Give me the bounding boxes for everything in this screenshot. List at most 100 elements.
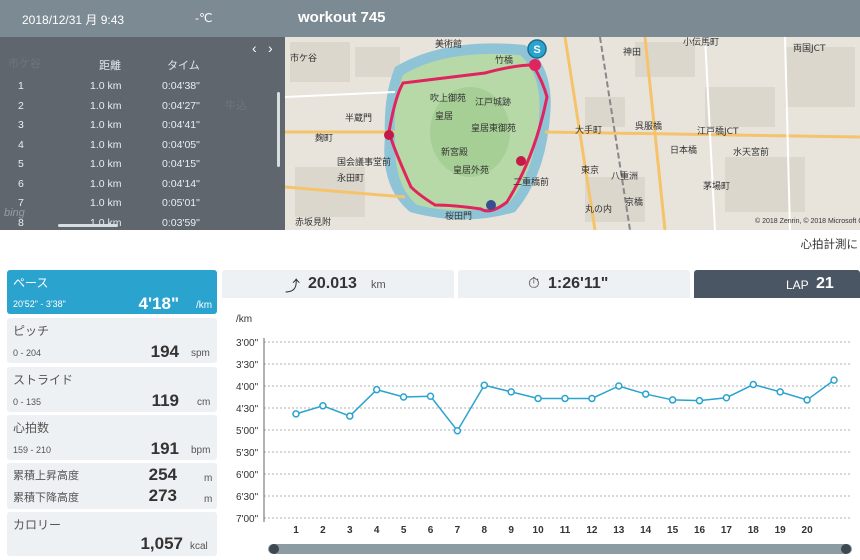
map-label: 麹町 <box>315 132 333 144</box>
pace-point <box>588 394 596 403</box>
map-label: 神田 <box>623 46 641 58</box>
map-label: 茅場町 <box>703 180 730 192</box>
y-tick-label: 3'30" <box>236 360 259 371</box>
lap-distance: 1.0 km <box>90 138 122 151</box>
lap-row[interactable]: 7 1.0 km 0:05'01" <box>0 197 285 216</box>
heart-rate-unit: bpm <box>191 445 211 456</box>
pitch-range: 0 - 204 <box>13 348 42 358</box>
lap-row[interactable]: 6 1.0 km 0:04'14" <box>0 178 285 197</box>
map-label: 呉服橋 <box>635 120 662 132</box>
chevron-right-icon[interactable]: › <box>268 40 273 56</box>
pace-point <box>319 402 327 410</box>
pace-point <box>453 426 462 435</box>
pace-point <box>695 396 704 405</box>
x-tick-label: 18 <box>748 525 760 536</box>
slider-handle-start[interactable] <box>269 544 279 554</box>
tab-lap[interactable]: LAP 21 <box>694 270 860 298</box>
x-tick-label: 3 <box>347 525 353 536</box>
map-label: 二重橋前 <box>513 176 549 188</box>
metric-stride[interactable]: ストライド 0 - 135 119 cm <box>7 367 217 412</box>
lap-row[interactable]: 3 1.0 km 0:04'41" <box>0 119 285 138</box>
pace-point <box>426 392 435 401</box>
map-label: 日本橋 <box>670 144 697 156</box>
metric-pitch[interactable]: ピッチ 0 - 204 194 spm <box>7 318 217 363</box>
x-tick-label: 19 <box>775 525 787 536</box>
heart-rate-range: 159 - 210 <box>13 445 52 455</box>
metric-calories: カロリー 1,057 kcal <box>7 512 217 556</box>
lap-row[interactable]: 2 1.0 km 0:04'27" <box>0 100 285 119</box>
pace-point <box>722 393 731 402</box>
pace-value: 4'18" <box>138 294 179 313</box>
lap-number: 1 <box>18 80 24 92</box>
lap-distance: 1.0 km <box>90 99 122 112</box>
x-tick-label: 4 <box>374 525 380 536</box>
elev-up-unit: m <box>204 473 213 484</box>
lap-time: 0:05'01" <box>162 197 200 209</box>
pace-chart-svg: /km 3'00" 3'30" 4'00" 4'30" 5'00" 5'30" 6'00" 6'… <box>236 314 852 554</box>
lap-number: 2 <box>18 99 24 112</box>
map-label: 皇居東御苑 <box>471 122 516 134</box>
start-marker[interactable]: S <box>527 39 547 59</box>
tab-duration[interactable]: ⏱ 1:26'11" <box>458 270 690 298</box>
pace-point <box>776 388 784 396</box>
x-tick-label: 16 <box>694 525 706 536</box>
lap-time: 0:04'41" <box>162 119 200 131</box>
map-label: 水天宮前 <box>733 146 769 158</box>
heart-rate-note: 心拍計測に <box>800 239 859 251</box>
pace-point <box>507 388 515 396</box>
elev-up-value: 254 <box>148 465 177 484</box>
start-marker-label: S <box>533 44 540 56</box>
map-provider-logo: bing <box>4 207 25 219</box>
pace-point <box>372 385 381 394</box>
pace-point <box>399 393 408 401</box>
lap-distance: 1.0 km <box>90 177 122 190</box>
calories-label: カロリー <box>13 518 62 532</box>
slider-handle-end[interactable] <box>841 544 851 554</box>
map-label: 国会議事堂前 <box>337 156 391 168</box>
metric-pace[interactable]: ペース 20'52" - 3'38" 4'18" /km <box>7 270 217 314</box>
lap-row[interactable]: 1 1.0 km 0:04'38" <box>0 80 285 99</box>
stride-value: 119 <box>151 391 179 410</box>
map-label: 皇居 <box>435 110 453 122</box>
map-label: 美術館 <box>435 38 462 50</box>
total-duration-value: 1:26'11" <box>548 275 609 292</box>
stopwatch-icon: ⏱ <box>528 275 540 292</box>
pace-label: ペース <box>13 276 49 290</box>
chevron-left-icon[interactable]: ‹ <box>252 40 257 56</box>
pitch-unit: spm <box>191 348 210 359</box>
pace-point <box>534 394 542 403</box>
x-tick-label: 17 <box>721 525 733 536</box>
elev-down-value: 273 <box>148 486 177 505</box>
lap-time: 0:04'38" <box>162 80 200 92</box>
pace-chart[interactable]: /km 3'00" 3'30" 4'00" 4'30" 5'00" 5'30" 6'00" 6'… <box>222 298 860 560</box>
lap-row[interactable]: 8 1.0 km 0:03'59" <box>0 217 285 231</box>
lap-row[interactable]: 5 1.0 km 0:04'15" <box>0 158 285 177</box>
x-tick-label: 13 <box>613 525 625 536</box>
col-distance-header: 距離 <box>99 60 121 72</box>
lap-row[interactable]: 4 1.0 km 0:04'05" <box>0 139 285 158</box>
pitch-value: 194 <box>150 342 179 361</box>
pace-point <box>561 394 569 403</box>
map-label: 丸の内 <box>585 203 612 215</box>
lap-table-horizontal-scrollbar[interactable] <box>58 224 118 227</box>
lap-table-panel[interactable]: 市ケ谷 牛込 ‹ › 距離 タイム 1 1.0 km 0:04'38" 2 1.0 km… <box>0 37 285 230</box>
metric-heart-rate[interactable]: 心拍数 159 - 210 191 bpm <box>7 415 217 460</box>
route-map[interactable]: S 市ケ谷 美術館 竹橋 神田 小伝馬町 両国JCT 半蔵門 吹上御苑 皇居 江戸城跡 皇居東御苑 大… <box>285 37 860 230</box>
x-tick-label: 2 <box>320 525 326 536</box>
map-label: 吹上御苑 <box>430 92 466 104</box>
lap-time: 0:04'27" <box>162 99 200 112</box>
y-tick-label: 4'00" <box>236 382 259 393</box>
metric-elevation: 累積上昇高度 254 m 累積下降高度 273 m <box>7 463 217 509</box>
lap-time: 0:03'59" <box>162 216 200 229</box>
chart-range-slider[interactable] <box>268 544 852 554</box>
y-tick-label: 7'00" <box>236 514 259 525</box>
map-label: 市ケ谷 <box>290 52 317 64</box>
x-tick-label: 12 <box>586 525 598 536</box>
lap-count-value: 21 <box>816 275 834 292</box>
pace-range: 20'52" - 3'38" <box>13 299 66 309</box>
lap-table-vertical-scrollbar[interactable] <box>277 92 280 167</box>
total-distance-unit: km <box>371 279 386 291</box>
pace-unit: /km <box>196 300 213 311</box>
y-axis-label: /km <box>236 314 252 325</box>
tab-distance[interactable]: ⤴ 20.013 km <box>222 270 454 298</box>
